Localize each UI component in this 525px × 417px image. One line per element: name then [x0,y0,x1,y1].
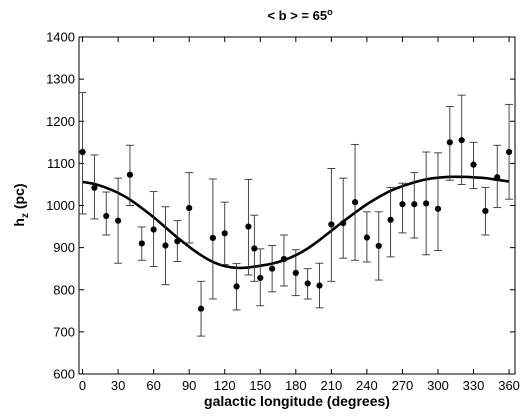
data-point [114,217,122,224]
x-tick-label: 150 [249,378,271,393]
data-point [399,201,406,208]
x-axis-title: galactic longitude (degrees) [204,393,390,409]
y-tick-label: 600 [53,367,75,382]
y-tick-label: 700 [53,324,75,339]
data-point [280,255,288,263]
data-point [458,137,465,144]
x-tick-label: 60 [146,378,160,393]
data-point [328,221,335,228]
data-point [494,174,501,181]
y-tick-label: 1200 [46,114,75,129]
data-point [186,204,193,212]
y-axis: 600 700 800 900 1000 1100 1200 1300 1400 [46,30,515,382]
data-point [150,226,157,233]
data-point [316,282,323,289]
x-tick-label: 30 [111,378,125,393]
data-point [423,200,430,207]
x-tick-label: 180 [285,378,307,393]
data-point [245,223,252,230]
data-point [209,234,216,242]
data-point [292,269,299,276]
x-tick-label: 0 [79,378,86,393]
x-tick-label: 270 [392,378,414,393]
data-point [257,274,264,282]
data-point [446,139,453,146]
data-point [482,207,489,215]
data-point [103,212,110,220]
data-point [233,283,240,290]
data-point [363,234,371,241]
data-point [251,245,258,252]
data-point [126,171,134,178]
x-tick-label: 360 [498,378,520,393]
data-point [197,305,205,312]
x-tick-label: 330 [463,378,485,393]
data-point [387,216,394,223]
y-tick-label: 1300 [46,72,75,87]
data-point [138,240,145,247]
y-axis-title-suffix: (pc) [11,183,27,213]
y-tick-label: 800 [53,282,75,297]
plot-frame [78,36,516,375]
data-point [221,230,228,237]
x-axis: 0 30 60 90 120 150 180 210 240 270 300 330 360 [79,37,520,393]
chart-title: < b > = 65o [267,7,333,23]
y-axis-title: hz (pc) [11,183,31,226]
y-axis-title-main: h [11,218,27,227]
data-point [174,238,181,245]
x-tick-label: 240 [356,378,378,393]
x-tick-label: 300 [427,378,449,393]
data-point [351,199,359,206]
data-point [91,184,98,191]
y-tick-label: 900 [53,240,75,255]
data-points [79,137,513,312]
data-point [505,148,513,156]
y-tick-label: 1400 [46,30,75,45]
y-axis-title-subscript: z [20,213,31,218]
data-point [79,148,86,156]
x-tick-label: 90 [182,378,196,393]
data-point [411,201,418,208]
data-point [269,265,276,272]
data-point [340,220,347,227]
data-point [470,161,477,168]
data-point [434,205,442,212]
y-tick-label: 1000 [46,198,75,213]
x-tick-label: 210 [321,378,343,393]
x-tick-label: 120 [214,378,236,393]
data-point [162,242,169,249]
error-bars [78,92,514,337]
data-point [375,242,382,250]
chart-title-superscript: o [327,7,333,17]
data-point [304,280,311,287]
y-tick-label: 1100 [47,156,75,171]
chart-title-main: < b > = 65 [267,8,327,23]
